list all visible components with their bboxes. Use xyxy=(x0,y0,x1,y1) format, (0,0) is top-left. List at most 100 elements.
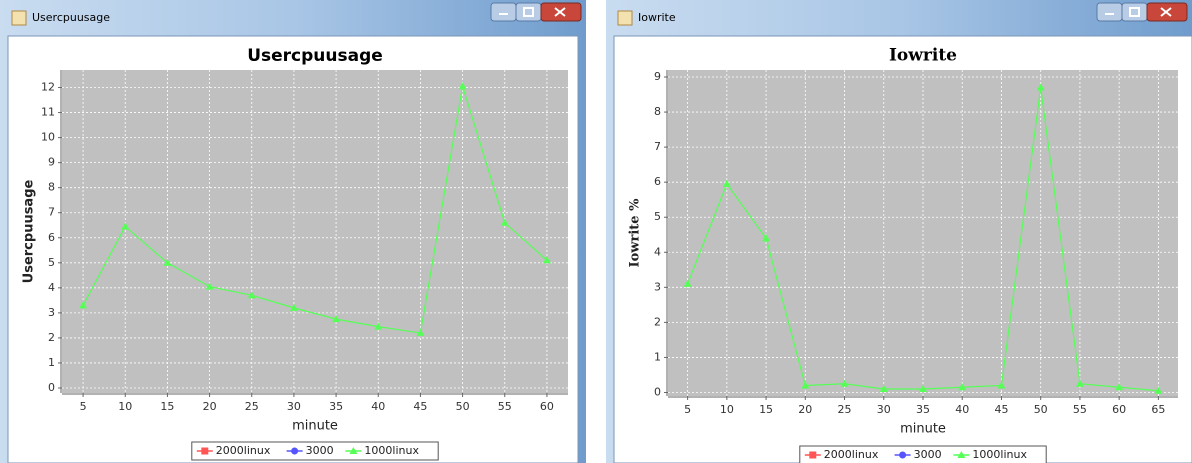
x-tick-label: 15 xyxy=(160,400,174,413)
y-tick-label: 1 xyxy=(48,356,55,369)
y-tick-label: 10 xyxy=(41,131,55,144)
legend-label: 2000linux xyxy=(824,448,879,461)
series-line xyxy=(82,86,548,334)
legend-label: 3000 xyxy=(306,444,334,457)
legend-marker xyxy=(899,451,907,459)
x-tick-label: 30 xyxy=(877,403,891,416)
y-tick-label: 3 xyxy=(654,280,661,293)
x-tick-label: 20 xyxy=(203,400,217,413)
x-tick-label: 30 xyxy=(287,400,301,413)
y-tick-label: 5 xyxy=(48,256,55,269)
x-tick-label: 45 xyxy=(413,400,427,413)
y-tick-label: 1 xyxy=(654,350,661,363)
app-icon xyxy=(617,10,633,26)
x-tick-label: 50 xyxy=(1034,403,1048,416)
y-tick-label: 2 xyxy=(654,315,661,328)
y-tick-label: 8 xyxy=(654,105,661,118)
x-tick-label: 40 xyxy=(371,400,385,413)
y-tick-label: 6 xyxy=(48,231,55,244)
x-tick-label: 25 xyxy=(838,403,852,416)
point-marker xyxy=(840,379,849,387)
point-marker xyxy=(500,218,509,226)
y-tick-label: 5 xyxy=(654,210,661,223)
point-marker xyxy=(683,279,692,287)
point-marker xyxy=(332,315,341,323)
y-tick-label: 12 xyxy=(41,81,55,94)
y-tick-label: 7 xyxy=(48,206,55,219)
y-axis-label: Iowrite % xyxy=(628,198,643,268)
chart-title: Iowrite xyxy=(889,46,957,66)
point-marker xyxy=(542,256,551,264)
x-tick-label: 35 xyxy=(329,400,343,413)
point-marker xyxy=(1036,83,1045,91)
plot-area xyxy=(62,70,568,393)
legend-marker xyxy=(291,447,299,455)
y-tick-label: 9 xyxy=(654,70,661,83)
x-tick-label: 60 xyxy=(1112,403,1126,416)
plot-area xyxy=(668,70,1178,396)
maximize-button[interactable] xyxy=(515,2,542,22)
window-title: Usercpuusage xyxy=(32,11,110,24)
y-tick-label: 0 xyxy=(654,385,661,398)
y-tick-label: 4 xyxy=(48,281,55,294)
legend-label: 1000linux xyxy=(972,448,1027,461)
point-marker xyxy=(1115,383,1124,391)
y-tick-label: 9 xyxy=(48,156,55,169)
point-marker xyxy=(416,328,425,336)
x-axis-label: minute xyxy=(292,419,338,434)
y-tick-label: 4 xyxy=(654,245,661,258)
x-tick-label: 35 xyxy=(916,403,930,416)
x-tick-label: 20 xyxy=(798,403,812,416)
point-marker xyxy=(374,322,383,330)
x-tick-label: 25 xyxy=(245,400,259,413)
point-marker xyxy=(958,383,967,391)
x-tick-label: 65 xyxy=(1151,403,1165,416)
x-tick-label: 10 xyxy=(118,400,132,413)
legend-marker xyxy=(809,451,817,459)
x-tick-label: 50 xyxy=(456,400,470,413)
point-marker xyxy=(879,384,888,392)
legend-label: 2000linux xyxy=(216,444,271,457)
chart-title: Usercpuusage xyxy=(247,46,383,66)
button-glyphs xyxy=(1105,7,1172,17)
window-title: Iowrite xyxy=(638,11,676,24)
x-tick-label: 5 xyxy=(684,403,691,416)
x-tick-label: 40 xyxy=(955,403,969,416)
point-marker xyxy=(1154,386,1163,394)
desktop-gap xyxy=(586,0,606,463)
legend-box xyxy=(191,441,439,461)
legend-label: 3000 xyxy=(914,448,942,461)
maximize-button[interactable] xyxy=(1121,2,1148,22)
x-tick-label: 55 xyxy=(1073,403,1087,416)
point-marker xyxy=(79,301,88,309)
x-tick-label: 45 xyxy=(994,403,1008,416)
point-marker xyxy=(247,291,256,299)
point-marker xyxy=(458,82,467,90)
y-tick-label: 6 xyxy=(654,175,661,188)
app-icon xyxy=(11,10,27,26)
y-tick-label: 7 xyxy=(654,140,661,153)
y-tick-label: 11 xyxy=(41,106,55,119)
x-axis-label: minute xyxy=(900,422,946,437)
y-tick-label: 8 xyxy=(48,181,55,194)
point-marker xyxy=(1075,379,1084,387)
point-marker xyxy=(919,384,927,392)
point-marker xyxy=(801,381,810,389)
legend-label: 1000linux xyxy=(364,444,419,457)
legend-box xyxy=(799,445,1047,463)
y-axis-label: Usercpuusage xyxy=(22,179,37,283)
x-tick-label: 5 xyxy=(80,400,87,413)
y-tick-label: 2 xyxy=(48,331,55,344)
point-marker xyxy=(997,381,1006,389)
point-marker xyxy=(163,258,172,266)
point-marker xyxy=(289,303,298,311)
legend-marker xyxy=(957,451,966,458)
point-marker xyxy=(121,222,130,230)
point-marker xyxy=(762,234,771,242)
minimize-button[interactable] xyxy=(490,2,517,22)
minimize-button[interactable] xyxy=(1096,2,1123,22)
y-tick-label: 3 xyxy=(48,306,55,319)
point-marker xyxy=(722,179,731,187)
legend-marker xyxy=(201,447,209,455)
